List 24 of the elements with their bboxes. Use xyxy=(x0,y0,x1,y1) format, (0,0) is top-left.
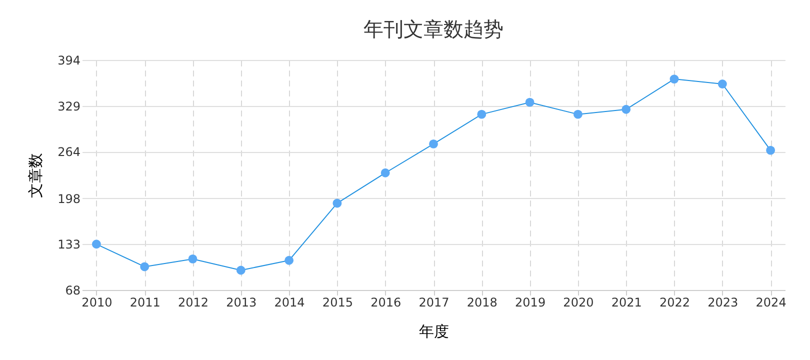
x-tick-label: 2022 xyxy=(659,296,690,310)
x-tick-label: 2024 xyxy=(756,296,786,310)
x-axis-title: 年度 xyxy=(419,322,449,340)
x-tick-label: 2015 xyxy=(322,296,353,310)
y-tick-label: 68 xyxy=(65,284,80,298)
x-tick-label: 2012 xyxy=(178,296,209,310)
x-tick-label: 2023 xyxy=(708,296,738,310)
chart-title: 年刊文章数趋势 xyxy=(364,17,504,41)
x-tick-label: 2021 xyxy=(611,296,642,310)
x-tick-label: 2016 xyxy=(370,296,402,310)
y-tick-label: 394 xyxy=(58,54,80,68)
y-tick-label: 329 xyxy=(58,99,80,114)
x-tick-label: 2018 xyxy=(466,296,498,310)
y-tick-label: 264 xyxy=(58,145,80,160)
y-tick-label: 133 xyxy=(58,238,80,252)
x-tick-label: 2020 xyxy=(563,296,594,310)
x-tick-label: 2014 xyxy=(274,296,305,310)
x-tick-label: 2017 xyxy=(418,296,450,310)
x-tick-label: 2011 xyxy=(130,296,160,310)
y-axis-title: 文章数 xyxy=(26,153,45,198)
x-tick-label: 2010 xyxy=(82,296,112,310)
y-tick-label: 198 xyxy=(58,192,80,206)
x-tick-label: 2019 xyxy=(515,296,546,310)
x-tick-label: 2013 xyxy=(226,296,257,310)
